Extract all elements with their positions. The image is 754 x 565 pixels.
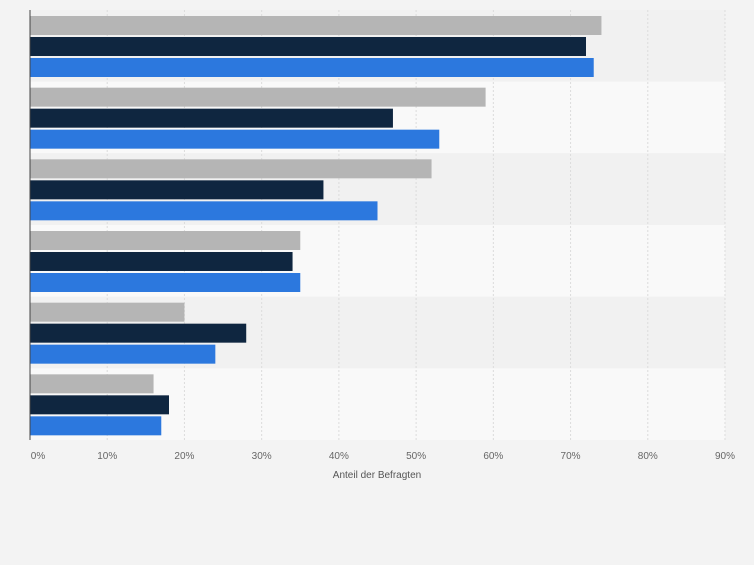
bar-series-3-cat-5 (30, 344, 216, 364)
bar-series-3-cat-3 (30, 201, 378, 221)
x-tick-label: 30% (252, 451, 272, 462)
x-tick-label: 90% (715, 451, 735, 462)
bar-series-3-cat-1 (30, 58, 594, 77)
bar-series-2-cat-6 (30, 395, 169, 415)
bar-series-1-cat-5 (30, 302, 185, 322)
x-tick-label: 10% (97, 451, 117, 462)
x-tick-label: 40% (329, 451, 349, 462)
bar-series-1-cat-4 (30, 231, 301, 250)
x-tick-label: 60% (483, 451, 503, 462)
bar-series-3-cat-4 (30, 273, 301, 292)
x-tick-label: 0% (31, 451, 46, 462)
bar-series-3-cat-6 (30, 416, 162, 436)
bar-series-1-cat-3 (30, 159, 432, 179)
bar-series-1-cat-1 (30, 16, 602, 35)
x-tick-label: 50% (406, 451, 426, 462)
bar-series-2-cat-1 (30, 37, 586, 56)
bar-series-1-cat-6 (30, 374, 154, 394)
x-tick-label: 80% (638, 451, 658, 462)
x-axis-title: Anteil der Befragten (333, 470, 421, 481)
bar-series-3-cat-2 (30, 129, 440, 149)
bar-series-1-cat-2 (30, 87, 486, 107)
x-tick-label: 70% (561, 451, 581, 462)
bar-series-2-cat-4 (30, 252, 293, 271)
bar-series-2-cat-5 (30, 323, 247, 343)
bar-series-2-cat-2 (30, 108, 393, 128)
x-tick-label: 20% (174, 451, 194, 462)
bars (30, 16, 602, 436)
x-axis-ticks: 0% 10% 20% 30% 40% 50% 60% 70% 80% 90% (31, 451, 735, 462)
bar-series-2-cat-3 (30, 180, 324, 200)
